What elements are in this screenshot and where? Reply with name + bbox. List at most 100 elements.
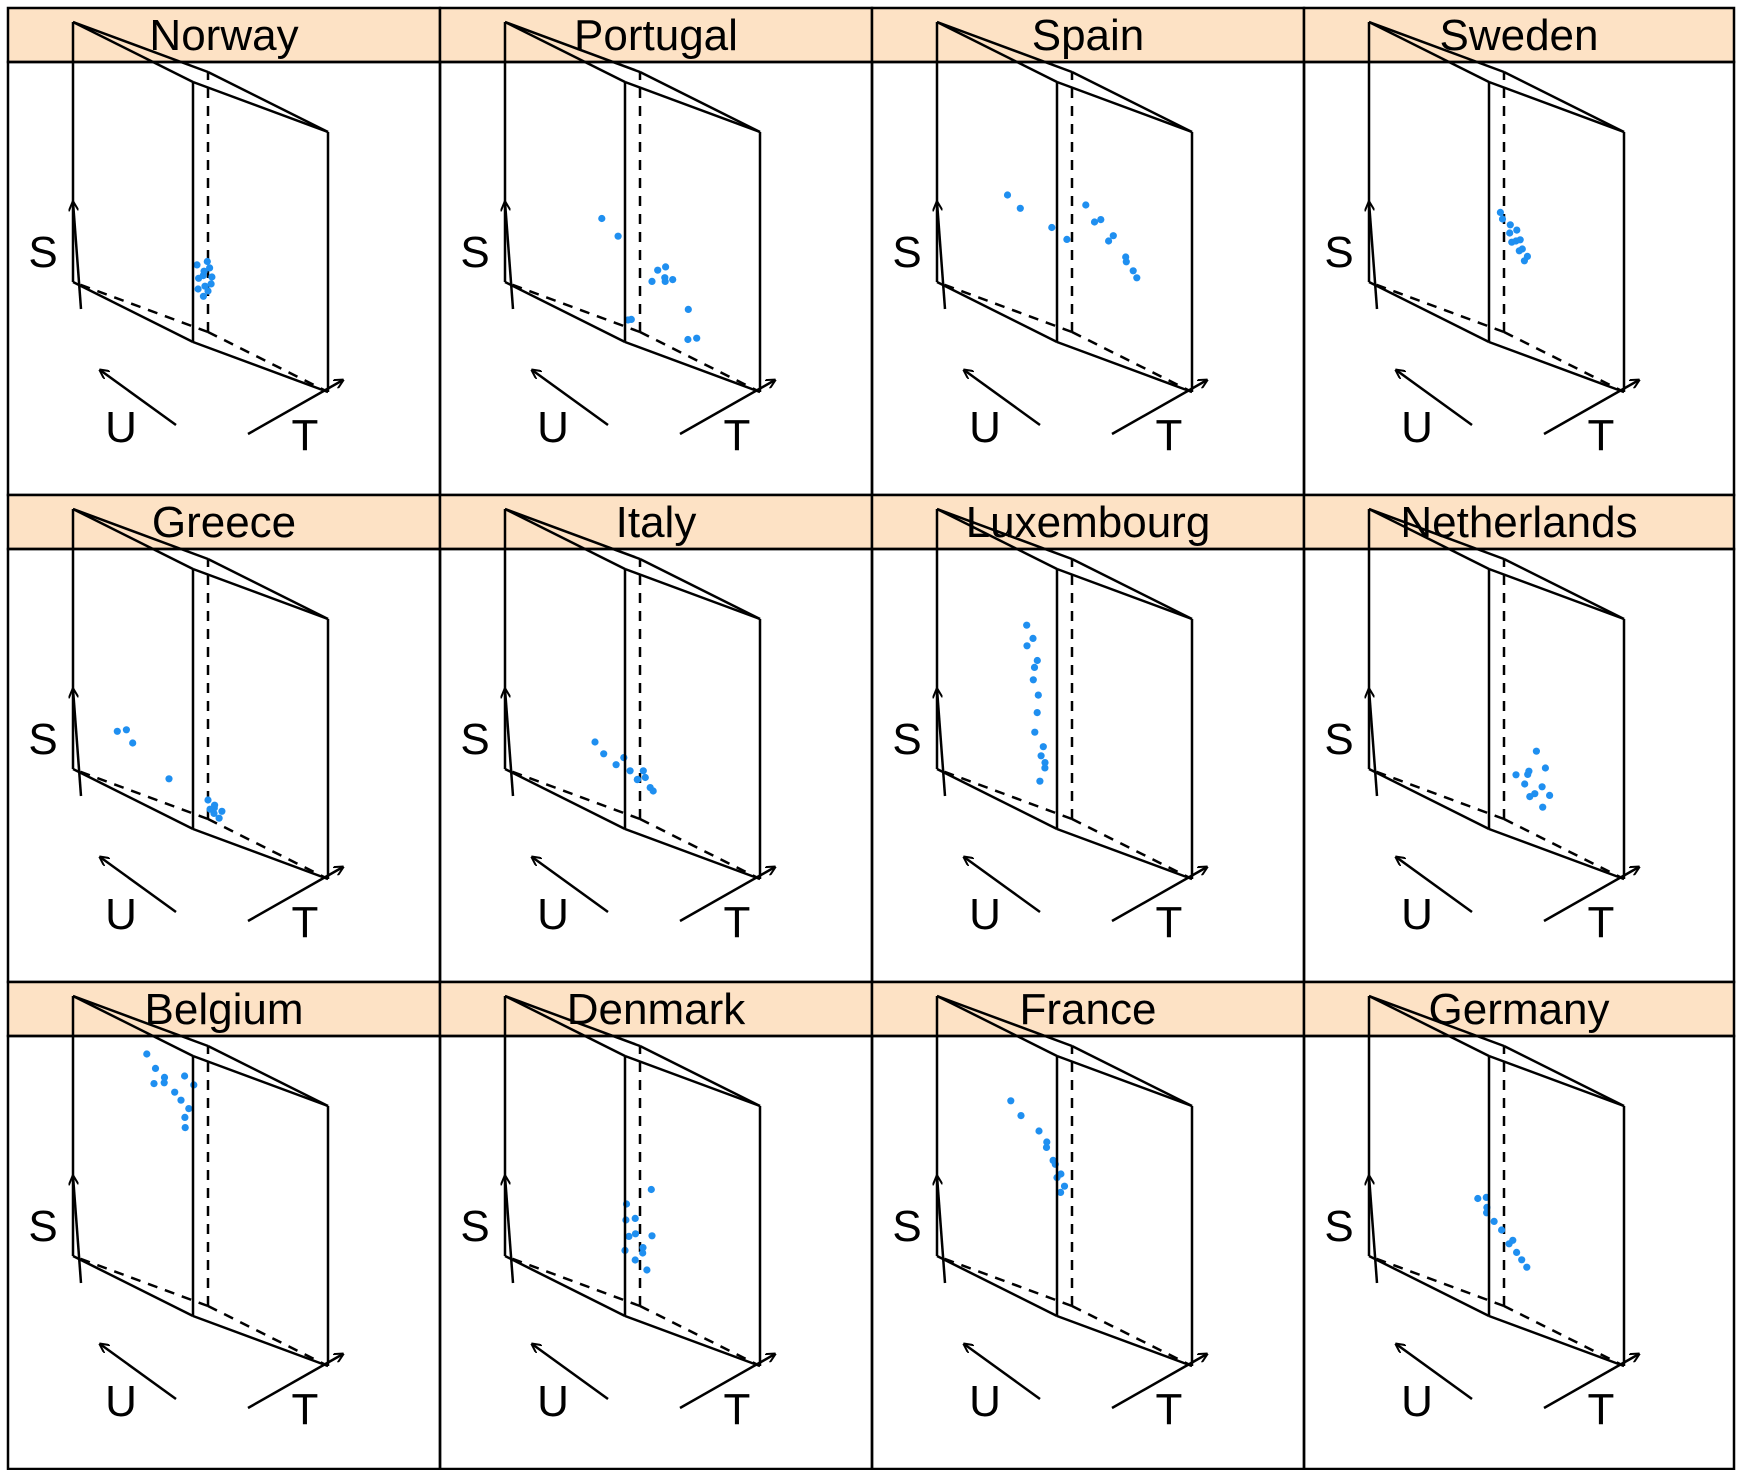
cube-edge xyxy=(504,280,626,344)
cube-edge xyxy=(1488,827,1625,881)
axis-arrow-t xyxy=(1111,380,1207,436)
panel-spain: Spain T U S xyxy=(870,6,1306,497)
cube-edge xyxy=(1056,80,1193,134)
data-point xyxy=(1506,221,1514,229)
panel-luxembourg: Luxembourg T U S xyxy=(870,493,1306,984)
axis-arrow-t xyxy=(247,1354,343,1410)
data-point xyxy=(193,261,201,269)
cube-edge-hidden xyxy=(1503,1304,1625,1368)
cube-edge xyxy=(72,507,209,561)
data-point xyxy=(143,1050,151,1058)
cube-edge xyxy=(1488,80,1625,134)
panel-title: Greece xyxy=(152,498,296,547)
data-point xyxy=(631,1230,640,1238)
panel-france: France T U S xyxy=(870,980,1306,1470)
panel-strip xyxy=(870,493,1306,551)
data-point xyxy=(165,775,173,783)
panel-title: Denmark xyxy=(567,985,746,1034)
data-point xyxy=(1030,663,1039,672)
data-point xyxy=(203,257,211,266)
axis-arrow-t xyxy=(679,1354,775,1410)
data-point xyxy=(1097,216,1105,224)
axis-arrow-s xyxy=(505,1176,515,1284)
panel-strip xyxy=(438,6,874,64)
panel-greece: Greece T U S xyxy=(6,493,442,984)
cube-edge-hidden xyxy=(1368,280,1505,334)
data-point xyxy=(150,1080,158,1088)
cube-edge-hidden xyxy=(1071,330,1193,394)
panel-title: Spain xyxy=(1032,11,1145,60)
data-point xyxy=(661,274,669,282)
data-point xyxy=(600,750,608,758)
data-point xyxy=(1129,267,1137,275)
cube-edge xyxy=(936,767,1058,831)
cube-edge xyxy=(1368,20,1490,84)
axis-label-s: S xyxy=(28,715,57,764)
axis-arrow-t xyxy=(679,867,775,923)
axis-label-t: T xyxy=(1588,411,1615,460)
cube-edge xyxy=(1368,507,1505,561)
axis-arrow-s xyxy=(1369,689,1379,797)
panel-strip xyxy=(6,6,442,64)
cube-edge xyxy=(936,994,1073,1048)
axis-arrow-s xyxy=(937,1176,947,1284)
cube-edge-hidden xyxy=(72,767,209,821)
data-point xyxy=(1518,1256,1526,1264)
cube-edge xyxy=(1056,827,1193,881)
cube-edge-hidden xyxy=(504,280,641,334)
data-point xyxy=(1133,274,1141,282)
data-point xyxy=(1498,1226,1506,1234)
cube-edge xyxy=(1488,567,1625,621)
data-point xyxy=(1508,238,1516,246)
data-point xyxy=(1043,1138,1051,1146)
cube-edge xyxy=(1488,1314,1625,1368)
data-point xyxy=(181,1072,189,1080)
axis-label-u: U xyxy=(969,403,1001,452)
cube-edge-hidden xyxy=(639,1304,761,1368)
data-point xyxy=(1474,1194,1482,1203)
data-point xyxy=(185,1105,193,1113)
cube-edge xyxy=(1071,70,1193,134)
data-point xyxy=(1060,1182,1069,1190)
axis-label-t: T xyxy=(724,1385,751,1434)
panel-title: Sweden xyxy=(1439,11,1598,60)
data-point xyxy=(1490,1217,1498,1225)
data-point xyxy=(1509,1236,1517,1244)
data-point xyxy=(627,315,635,323)
data-point xyxy=(206,805,214,813)
panel-title: Germany xyxy=(1429,985,1610,1034)
axis-label-u: U xyxy=(537,1377,569,1426)
cube-edge xyxy=(936,20,1073,74)
data-point xyxy=(662,263,670,271)
data-point xyxy=(641,773,649,782)
axis-label-u: U xyxy=(105,1377,137,1426)
panel-netherlands: Netherlands T U S xyxy=(1302,493,1736,984)
data-point xyxy=(1042,1143,1051,1151)
cube-edge xyxy=(624,1314,761,1368)
data-point xyxy=(648,1232,656,1240)
data-point xyxy=(129,739,137,747)
data-point xyxy=(612,761,620,769)
cube-edge xyxy=(1488,1054,1625,1108)
data-point xyxy=(208,273,216,281)
axis-label-u: U xyxy=(537,403,569,452)
data-point xyxy=(177,1096,185,1104)
cube-edge xyxy=(936,507,1058,571)
cube-edge xyxy=(504,1254,626,1318)
axis-arrow-u xyxy=(532,1344,609,1401)
data-point xyxy=(1041,764,1049,772)
axis-arrow-s xyxy=(505,689,515,797)
cube-edge xyxy=(1368,507,1490,571)
data-point xyxy=(1033,656,1041,665)
cube-edge xyxy=(1071,557,1193,621)
data-point xyxy=(1063,235,1071,243)
cube-edge-hidden xyxy=(504,1254,641,1308)
data-point xyxy=(207,280,215,288)
panel-frame xyxy=(1302,1034,1736,1470)
data-point xyxy=(1057,1170,1065,1178)
data-point xyxy=(643,1266,651,1274)
cube-edge xyxy=(1071,1044,1193,1108)
axis-label-s: S xyxy=(1324,228,1353,277)
axis-label-t: T xyxy=(1156,411,1183,460)
axis-arrow-s xyxy=(937,202,947,310)
